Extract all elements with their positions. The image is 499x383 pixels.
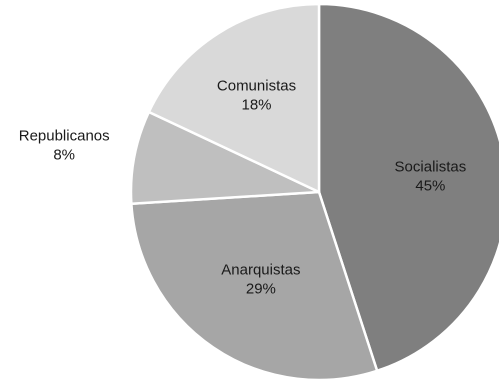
slice-value-label-republicanos: 8%: [53, 146, 75, 163]
slice-name-label-anarquistas: Anarquistas: [221, 262, 300, 279]
slice-name-label-republicanos: Republicanos: [19, 127, 110, 144]
pie-slice-comunistas: [147, 2, 321, 194]
labels-layer: Socialistas 45% Anarquistas 29% Republicanos…: [19, 78, 467, 298]
pie-slice-republicanos: [129, 110, 321, 206]
slice-value-label-anarquistas: 29%: [246, 281, 276, 298]
slice-value-label-socialistas: 45%: [415, 177, 445, 194]
pie-slice-socialistas: [317, 2, 499, 373]
slice-name-label-socialistas: Socialistas: [395, 158, 467, 175]
slice-name-label-comunistas: Comunistas: [217, 78, 296, 95]
slices-layer: [129, 2, 499, 382]
slice-value-label-comunistas: 18%: [241, 97, 271, 114]
pie-slice-anarquistas: [130, 190, 379, 382]
